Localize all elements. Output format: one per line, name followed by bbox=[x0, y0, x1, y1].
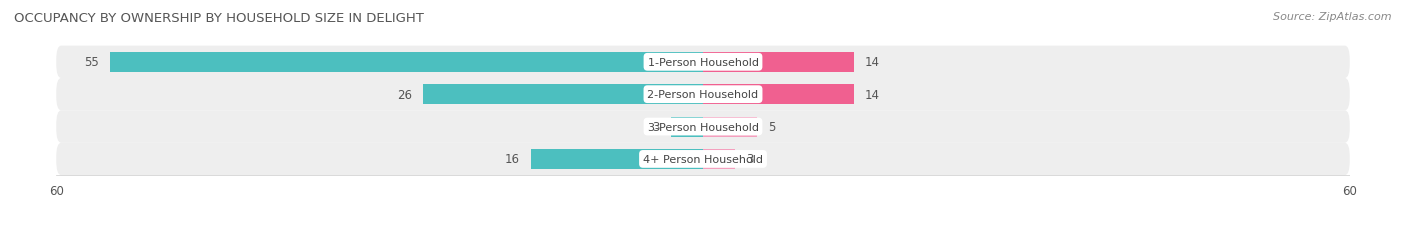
FancyBboxPatch shape bbox=[56, 79, 1350, 111]
FancyBboxPatch shape bbox=[56, 111, 1350, 143]
Bar bbox=[703, 52, 853, 73]
Text: 26: 26 bbox=[396, 88, 412, 101]
Text: 55: 55 bbox=[84, 56, 100, 69]
Bar bbox=[703, 149, 735, 169]
Bar bbox=[671, 117, 703, 137]
Bar bbox=[110, 52, 703, 73]
Text: 3: 3 bbox=[652, 121, 659, 134]
Legend: Owner-occupied, Renter-occupied: Owner-occupied, Renter-occupied bbox=[579, 228, 827, 231]
Bar bbox=[530, 149, 703, 169]
Text: 5: 5 bbox=[768, 121, 775, 134]
Bar bbox=[423, 85, 703, 105]
Bar bbox=[703, 85, 853, 105]
Bar bbox=[703, 117, 756, 137]
Text: 3-Person Household: 3-Person Household bbox=[648, 122, 758, 132]
Text: 14: 14 bbox=[865, 88, 880, 101]
FancyBboxPatch shape bbox=[56, 46, 1350, 79]
Text: 2-Person Household: 2-Person Household bbox=[647, 90, 759, 100]
Text: 14: 14 bbox=[865, 56, 880, 69]
Text: 3: 3 bbox=[747, 153, 754, 166]
Text: Source: ZipAtlas.com: Source: ZipAtlas.com bbox=[1274, 12, 1392, 21]
Text: 16: 16 bbox=[505, 153, 520, 166]
Text: OCCUPANCY BY OWNERSHIP BY HOUSEHOLD SIZE IN DELIGHT: OCCUPANCY BY OWNERSHIP BY HOUSEHOLD SIZE… bbox=[14, 12, 425, 24]
Text: 1-Person Household: 1-Person Household bbox=[648, 58, 758, 67]
Text: 4+ Person Household: 4+ Person Household bbox=[643, 154, 763, 164]
FancyBboxPatch shape bbox=[56, 143, 1350, 175]
